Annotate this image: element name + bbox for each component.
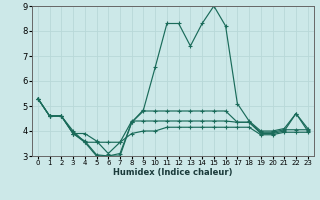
X-axis label: Humidex (Indice chaleur): Humidex (Indice chaleur) (113, 168, 233, 177)
